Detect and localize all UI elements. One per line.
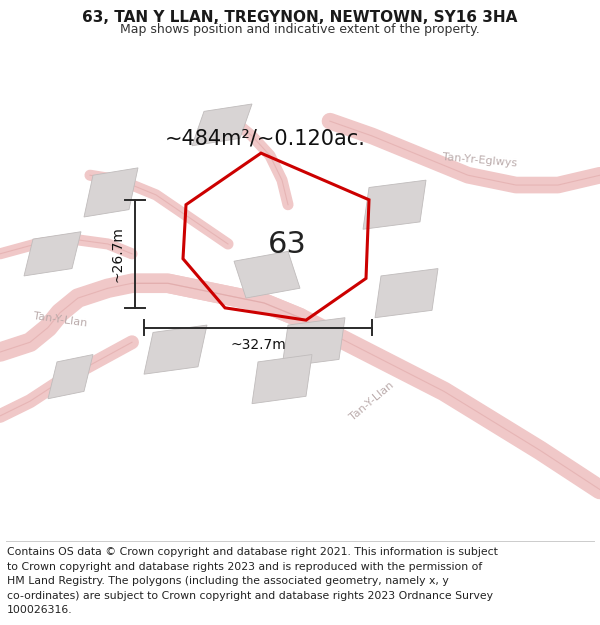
Polygon shape [252, 354, 312, 404]
Text: Tan-Yr-Eglwys: Tan-Yr-Eglwys [442, 152, 518, 169]
Text: Contains OS data © Crown copyright and database right 2021. This information is : Contains OS data © Crown copyright and d… [7, 548, 498, 615]
Polygon shape [363, 180, 426, 229]
Text: Tan-Y-Llan: Tan-Y-Llan [348, 380, 396, 423]
Polygon shape [192, 104, 252, 146]
Text: ~26.7m: ~26.7m [110, 226, 124, 282]
Text: ~32.7m: ~32.7m [230, 338, 286, 352]
Polygon shape [24, 232, 81, 276]
Text: 63: 63 [268, 230, 307, 259]
Text: Tan-Y-Llan: Tan-Y-Llan [32, 311, 88, 329]
Polygon shape [84, 168, 138, 217]
Text: 63, TAN Y LLAN, TREGYNON, NEWTOWN, SY16 3HA: 63, TAN Y LLAN, TREGYNON, NEWTOWN, SY16 … [82, 9, 518, 24]
Text: ~484m²/~0.120ac.: ~484m²/~0.120ac. [165, 128, 366, 148]
Polygon shape [234, 251, 300, 298]
Polygon shape [282, 318, 345, 367]
Polygon shape [48, 354, 93, 399]
Text: Map shows position and indicative extent of the property.: Map shows position and indicative extent… [120, 22, 480, 36]
Polygon shape [375, 269, 438, 318]
Polygon shape [144, 325, 207, 374]
